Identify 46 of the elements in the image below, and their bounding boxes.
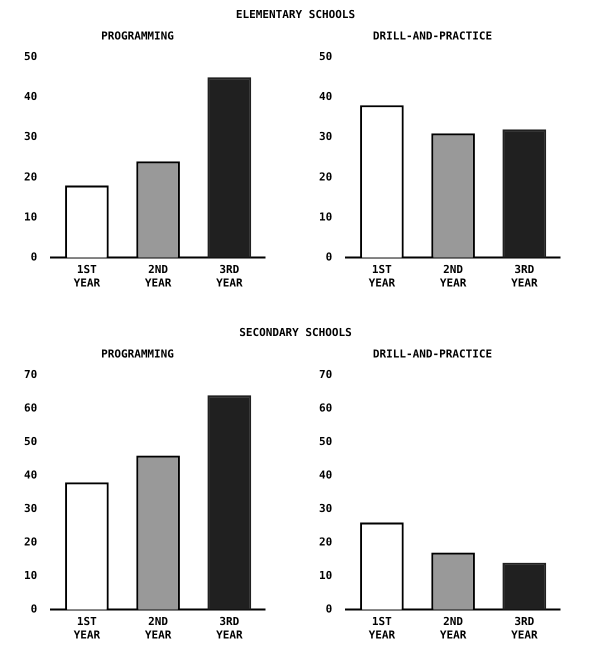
y-tick-label: 40 <box>24 468 38 482</box>
text: SECONDARY SCHOOLS <box>238 326 353 339</box>
x-tick-label: 1ST YEAR <box>368 263 396 290</box>
x-tick-label: 1ST YEAR <box>368 615 396 642</box>
y-tick-label: 0 <box>30 250 38 264</box>
y-tick-label: 30 <box>318 502 332 515</box>
y-tick-label: 70 <box>318 368 332 382</box>
y-tick-label: 50 <box>318 435 332 448</box>
text: ELEMENTARY SCHOOLS <box>234 8 356 21</box>
y-tick-label: 20 <box>24 170 38 184</box>
x-tick-label: 2ND YEAR <box>440 615 467 642</box>
y-tick-label: 50 <box>24 435 38 448</box>
y-tick-label: 40 <box>24 90 38 104</box>
y-tick-label: 10 <box>318 568 332 582</box>
x-tick-label: 3RD YEAR <box>216 263 243 290</box>
y-tick-label: 0 <box>326 602 332 616</box>
y-tick-label: 20 <box>318 170 332 184</box>
y-tick-label: 0 <box>326 250 332 264</box>
x-tick-label: 1ST YEAR <box>74 615 100 642</box>
x-tick-label: 2ND YEAR <box>144 263 172 290</box>
chart-title: PROGRAMMING <box>101 29 174 42</box>
y-tick-label: 20 <box>318 535 332 548</box>
y-tick-label: 70 <box>24 368 38 382</box>
x-tick-label: 3RD YEAR <box>511 263 538 290</box>
x-tick-label: 1ST YEAR <box>74 263 100 290</box>
y-tick-label: 10 <box>24 210 38 224</box>
chart-title: DRILL-AND-PRACTICE <box>372 347 492 360</box>
y-tick-label: 60 <box>24 402 38 415</box>
y-tick-label: 30 <box>24 502 38 515</box>
x-tick-label: 2ND YEAR <box>144 615 172 642</box>
y-tick-label: 30 <box>318 130 332 144</box>
y-tick-label: 60 <box>318 402 332 415</box>
x-tick-label: 2ND YEAR <box>440 263 467 290</box>
y-tick-label: 40 <box>318 90 332 104</box>
y-tick-label: 20 <box>24 535 38 548</box>
chart-title: DRILL-AND-PRACTICE <box>372 29 492 42</box>
y-tick-label: 10 <box>24 568 38 582</box>
y-tick-label: 40 <box>318 468 332 482</box>
y-tick-label: 50 <box>318 50 332 64</box>
y-tick-label: 50 <box>24 50 38 64</box>
x-tick-label: 3RD YEAR <box>511 615 538 642</box>
y-tick-label: 10 <box>318 210 332 224</box>
chart-title: PROGRAMMING <box>101 347 174 360</box>
x-tick-label: 3RD YEAR <box>216 615 243 642</box>
y-tick-label: 0 <box>30 602 38 616</box>
y-tick-label: 30 <box>24 130 38 144</box>
